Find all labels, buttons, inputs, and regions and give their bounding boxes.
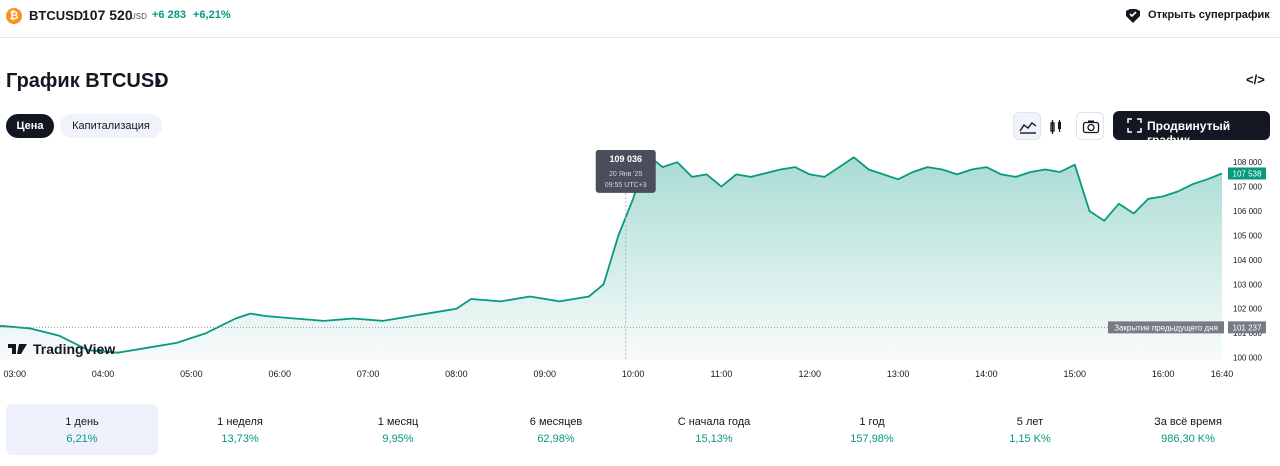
y-tick-label: 102 000 (1233, 305, 1262, 314)
tooltip-time: 09:55 UTC+3 (605, 182, 647, 189)
period-label: 1 неделя (217, 416, 263, 428)
y-tick-label: 107 000 (1233, 183, 1262, 192)
bitcoin-coin-icon: ₿ (6, 8, 22, 24)
prev-close-value: 101 237 (1233, 323, 1262, 332)
x-tick-label: 12:00 (798, 369, 821, 379)
x-tick-label: 16:40 (1211, 369, 1234, 379)
x-tick-label: 04:00 (92, 369, 115, 379)
x-tick-label: 15:00 (1064, 369, 1087, 379)
open-supergraph-link[interactable]: Открыть суперграфик (1148, 9, 1270, 21)
prev-close-value-bg (1228, 321, 1266, 334)
period-label: 1 день (65, 416, 99, 428)
x-tick-label: 14:00 (975, 369, 998, 379)
page-title[interactable]: График BTCUSD (6, 70, 169, 92)
x-tick-label: 03:00 (3, 369, 26, 379)
period-button[interactable]: 1 неделя 13,73% (164, 404, 316, 455)
advanced-chart-label: Продвинутый график (1147, 119, 1231, 147)
prev-close-label: Закрытие предыдущего дня (1114, 323, 1218, 332)
tradingview-logo-text: TradingView (33, 341, 115, 357)
period-label: 1 год (859, 416, 885, 428)
x-tick-label: 09:00 (533, 369, 556, 379)
period-change: 986,30 K% (1161, 433, 1215, 445)
tradingview-logo-icon (8, 344, 16, 354)
chevron-right-icon[interactable]: › (155, 70, 162, 92)
period-button[interactable]: С начала года 15,13% (638, 404, 790, 455)
price-change: +6 283 (152, 9, 186, 21)
period-button[interactable]: 1 день 6,21% (6, 404, 158, 455)
symbol-name[interactable]: BTCUSD (29, 8, 84, 23)
advanced-chart-button[interactable]: Продвинутый график (1113, 111, 1270, 147)
x-tick-label: 13:00 (887, 369, 910, 379)
x-tick-label: 07:00 (357, 369, 380, 379)
period-label: 1 месяц (377, 416, 419, 428)
period-change: 157,98% (850, 433, 894, 445)
last-price-bg (1228, 167, 1266, 180)
y-tick-label: 104 000 (1233, 256, 1262, 265)
x-tick-label: 16:00 (1152, 369, 1175, 379)
tab-price[interactable]: Цена (6, 114, 54, 138)
area-chart-button[interactable] (1013, 112, 1041, 140)
period-change: 15,13% (695, 433, 733, 445)
candles-icon (1050, 120, 1061, 134)
price-area-fill (0, 154, 1222, 360)
x-tick-label: 06:00 (268, 369, 291, 379)
candles-button[interactable] (1041, 112, 1069, 140)
y-tick-label: 100 000 (1233, 354, 1262, 363)
x-tick-label: 05:00 (180, 369, 203, 379)
area-chart-icon (1019, 122, 1037, 134)
period-button[interactable]: 1 год 157,98% (796, 404, 948, 455)
period-button[interactable]: 6 месяцев 62,98% (480, 404, 632, 455)
price-change-percent: +6,21% (193, 9, 231, 21)
snapshot-button[interactable] (1076, 112, 1104, 140)
tooltip-value: 109 036 (609, 154, 642, 164)
y-tick-label: 103 000 (1233, 280, 1262, 289)
x-tick-label: 11:00 (710, 369, 732, 379)
tradingview-logo[interactable]: TradingView (8, 341, 115, 357)
period-button[interactable]: 5 лет 1,15 K% (954, 404, 1106, 455)
period-button[interactable]: За всё время 986,30 K% (1112, 404, 1264, 455)
price-line (0, 154, 1223, 354)
last-price: 107 520 (82, 7, 133, 23)
x-tick-label: 10:00 (622, 369, 645, 379)
period-change: 1,15 K% (1009, 433, 1051, 445)
prev-close-label-bg (1108, 321, 1224, 334)
price-chart[interactable]: 108 000 107 000 106 000 105 000 104 000 103 0… (0, 150, 1280, 382)
period-label: 6 месяцев (529, 416, 583, 428)
period-change: 62,98% (537, 433, 575, 445)
camera-icon (1082, 120, 1100, 134)
y-tick-label: 105 000 (1233, 231, 1262, 240)
symbol-header: ₿ BTCUSD 107 520 USD +6 283 +6,21% Откры… (0, 0, 1280, 38)
x-tick-label: 08:00 (445, 369, 468, 379)
tooltip-box (595, 150, 656, 193)
period-label: 5 лет (1016, 416, 1044, 428)
currency-label: USD (130, 12, 147, 21)
period-change: 9,95% (382, 433, 414, 445)
tradingview-logo-icon (17, 344, 27, 354)
period-change: 13,73% (221, 433, 259, 445)
supercharts-icon[interactable] (1124, 8, 1142, 24)
fullscreen-icon (1127, 118, 1142, 133)
period-change: 6,21% (66, 433, 98, 445)
period-label: С начала года (677, 416, 751, 428)
tooltip-date: 20 Янв '25 (609, 171, 643, 178)
y-tick-label: 108 000 (1233, 158, 1262, 167)
tab-capitalization[interactable]: Капитализация (60, 114, 162, 138)
period-label: За всё время (1154, 416, 1222, 428)
last-price-label: 107 538 (1233, 169, 1262, 178)
y-tick-label: 101 000 (1233, 329, 1262, 338)
period-button[interactable]: 1 месяц 9,95% (322, 404, 474, 455)
y-tick-label: 106 000 (1233, 207, 1262, 216)
embed-code-icon[interactable]: </> (1246, 72, 1265, 87)
